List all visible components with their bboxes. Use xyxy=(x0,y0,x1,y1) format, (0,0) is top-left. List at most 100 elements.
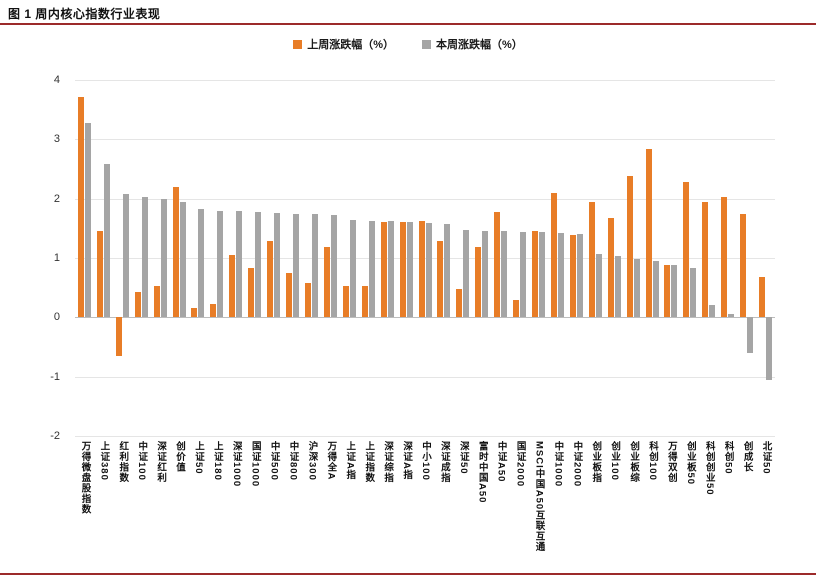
x-axis-label: 万得微盘股指数 xyxy=(79,441,91,515)
legend-swatch xyxy=(422,39,431,49)
y-tick-label: -2 xyxy=(50,430,60,442)
bar-last-week xyxy=(664,265,671,318)
y-tick-label: 1 xyxy=(53,252,60,264)
x-axis-label: 中证A50 xyxy=(495,441,507,483)
x-axis-label: MSCI中国A50互联互通 xyxy=(533,441,545,553)
bar-last-week xyxy=(702,201,709,318)
x-axis-label: 科创100 xyxy=(647,441,658,481)
x-axis-label: 创业板指 xyxy=(590,441,602,483)
bar-last-week xyxy=(721,197,728,318)
x-axis-label: 创价值 xyxy=(174,441,186,473)
plot-area xyxy=(75,80,775,437)
x-axis-label: 上证50 xyxy=(192,441,204,475)
x-axis-label: 深证50 xyxy=(457,441,469,475)
bar-last-week xyxy=(494,211,501,318)
bar-this-week xyxy=(236,211,243,318)
gridline xyxy=(75,258,775,259)
bar-this-week xyxy=(482,230,489,318)
bar-this-week xyxy=(539,232,545,318)
bar-this-week xyxy=(387,221,394,318)
bar-last-week xyxy=(588,201,595,318)
bar-this-week xyxy=(217,210,224,318)
bar-last-week xyxy=(759,276,766,318)
legend-item: 本周涨跌幅（%） xyxy=(422,36,523,52)
gridline xyxy=(75,436,775,437)
x-axis-label: 深证1000 xyxy=(230,441,242,488)
x-axis-label: 富时中国A50 xyxy=(476,441,488,504)
bar-this-week xyxy=(728,314,735,318)
x-axis-label: 中证100 xyxy=(136,441,148,481)
bar-last-week xyxy=(286,272,293,318)
bar-this-week xyxy=(293,213,300,318)
x-axis-label: 深证综指 xyxy=(382,441,394,483)
figure-caption: 图 1 周内核心指数行业表现 xyxy=(8,7,161,21)
bar-last-week xyxy=(172,186,179,318)
x-axis: 万得微盘股指数 上证380 红利指数 中证100 深证红利 创价值 上证50 上证180 深证1… xyxy=(75,441,775,571)
bar-this-week xyxy=(709,305,716,318)
bar-this-week xyxy=(103,164,110,318)
x-axis-label: 中证1000 xyxy=(552,441,564,488)
bar-last-week xyxy=(77,96,84,318)
bottom-divider xyxy=(0,573,816,575)
bar-last-week xyxy=(532,231,538,318)
bar-last-week xyxy=(418,221,425,318)
bar-last-week xyxy=(569,235,576,318)
x-axis-label: 万得全A xyxy=(325,441,337,481)
x-axis-label: 上证指数 xyxy=(363,441,375,483)
bar-last-week xyxy=(399,222,406,318)
x-axis-label: 中证2000 xyxy=(571,441,583,488)
bar-last-week xyxy=(437,241,444,318)
x-axis-label: 中证500 xyxy=(268,441,280,481)
legend-swatch xyxy=(293,39,303,49)
x-axis-label: 北证50 xyxy=(760,441,772,475)
bar-last-week xyxy=(248,268,255,318)
x-axis-label: 中小100 xyxy=(419,441,431,481)
bar-this-week xyxy=(198,208,205,318)
bar-this-week xyxy=(141,196,148,318)
bar-last-week xyxy=(683,182,690,318)
bar-last-week xyxy=(210,303,217,318)
bar-this-week xyxy=(274,212,281,318)
x-axis-label: 创业板综 xyxy=(628,441,640,483)
x-axis-label: 上证180 xyxy=(211,441,223,481)
x-axis-label: 创成长 xyxy=(741,441,753,473)
bar-this-week xyxy=(614,255,621,318)
bar-last-week xyxy=(475,247,482,318)
bar-this-week xyxy=(330,215,337,318)
bar-this-week xyxy=(633,259,640,318)
bar-last-week xyxy=(626,176,633,318)
x-axis-label: 科创50 xyxy=(722,441,734,475)
gridline xyxy=(75,139,775,141)
bar-this-week xyxy=(406,222,413,318)
bar-this-week xyxy=(576,234,583,318)
bar-this-week xyxy=(122,193,129,318)
bar-this-week xyxy=(652,260,659,318)
y-tick-label: 0 xyxy=(53,311,60,324)
x-axis-label: 国证2000 xyxy=(514,441,526,488)
bar-last-week xyxy=(115,317,122,356)
chart-legend: 上周涨跌幅（%） 本周涨跌幅（%） xyxy=(0,36,816,52)
bar-last-week xyxy=(513,299,520,318)
y-tick-label: 2 xyxy=(53,192,60,205)
x-axis-label: 中证800 xyxy=(287,441,299,481)
bar-this-week xyxy=(690,268,697,318)
legend-label: 上周涨跌幅（%） xyxy=(307,39,394,51)
bar-this-week xyxy=(671,265,678,318)
gridline xyxy=(75,198,775,200)
bar-this-week xyxy=(444,224,451,318)
bar-this-week xyxy=(595,254,602,318)
y-tick-label: 3 xyxy=(53,133,60,146)
bar-this-week xyxy=(766,317,773,380)
bar-last-week xyxy=(229,255,236,318)
x-axis-label: 上证A指 xyxy=(344,441,356,481)
x-axis-label: 创业板50 xyxy=(684,441,696,486)
y-axis: 4 3 2 1 0 -1 -2 xyxy=(26,74,66,442)
gridline xyxy=(75,376,775,378)
bar-last-week xyxy=(380,222,387,318)
bar-this-week xyxy=(160,198,167,318)
bar-last-week xyxy=(96,231,103,318)
x-axis-label: 创业100 xyxy=(609,441,621,481)
bar-last-week xyxy=(323,247,330,318)
bar-this-week xyxy=(501,231,508,318)
